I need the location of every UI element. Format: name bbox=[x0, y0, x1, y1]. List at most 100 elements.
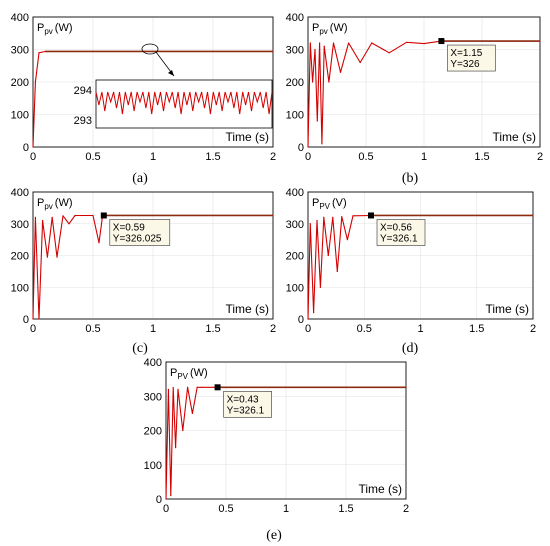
x-tick-label: 1.5 bbox=[338, 503, 353, 515]
y-axis-label: Ppv (W) bbox=[37, 22, 73, 36]
data-point bbox=[312, 81, 314, 83]
chart-panel-2: 0 0.5 1 1.5 2 0 100 200 300 400 Ppv (W) Time (s) X=1.… bbox=[286, 12, 543, 186]
y-tick-label: 200 bbox=[11, 251, 29, 263]
x-axis-label: Time (s) bbox=[485, 302, 529, 316]
x-tick-label: 0 bbox=[305, 151, 311, 163]
data-point bbox=[172, 387, 174, 389]
datatip-marker bbox=[368, 212, 374, 219]
panel-label: (d) bbox=[402, 341, 419, 356]
y-tick-label: 0 bbox=[156, 494, 162, 506]
data-point bbox=[307, 146, 309, 148]
x-tick-label: 1.5 bbox=[205, 323, 220, 335]
data-point bbox=[332, 42, 335, 44]
y-axis-label: PPV (V) bbox=[312, 197, 347, 211]
data-point bbox=[56, 256, 58, 258]
y-label-main: P bbox=[312, 197, 319, 209]
y-label-unit: (W) bbox=[330, 22, 348, 34]
zoom-arrowhead bbox=[168, 70, 174, 76]
chart-panel-5: 0 0.5 1 1.5 2 0 100 200 300 400 PPV (W) Time (s) X=0.… bbox=[144, 357, 409, 543]
x-axis-label: Time (s) bbox=[225, 302, 269, 316]
data-point bbox=[388, 52, 390, 54]
x-tick-label: 2 bbox=[403, 503, 409, 515]
y-tick-label: 400 bbox=[286, 12, 304, 24]
inset-trace bbox=[95, 91, 273, 115]
data-point bbox=[339, 71, 342, 73]
x-tick-label: 2 bbox=[270, 323, 276, 335]
data-point bbox=[314, 48, 316, 51]
datatip-x: X=0.56 bbox=[380, 222, 412, 233]
y-axis-label: PPV (W) bbox=[170, 367, 208, 381]
y-label-main: P bbox=[37, 22, 44, 34]
x-tick-label: 0 bbox=[30, 151, 36, 163]
data-point bbox=[196, 386, 198, 388]
y-tick-label: 400 bbox=[286, 187, 304, 199]
y-tick-label: 300 bbox=[144, 391, 162, 403]
data-point bbox=[316, 219, 318, 222]
data-point bbox=[319, 42, 321, 44]
y-label-unit: (V) bbox=[332, 197, 347, 209]
datatip-y: Y=326.1 bbox=[227, 405, 265, 416]
datatip-x: X=0.59 bbox=[113, 222, 145, 233]
y-label-sub: pv bbox=[44, 202, 52, 211]
x-tick-label: 0 bbox=[305, 323, 311, 335]
panel-label: (e) bbox=[266, 528, 282, 543]
datatip-box bbox=[223, 391, 272, 418]
data-point bbox=[175, 447, 177, 449]
chart-panel-1: 0 0.5 1 1.5 2 0 100 200 300 400 Ppv (W) Time (s) 294 2… bbox=[11, 12, 276, 186]
x-tick-label: 1 bbox=[283, 503, 289, 515]
data-point bbox=[98, 242, 100, 244]
data-point bbox=[352, 215, 354, 217]
y-label-main: P bbox=[37, 197, 44, 209]
data-point bbox=[34, 216, 37, 218]
x-tick-label: 0.5 bbox=[358, 151, 373, 163]
x-tick-label: 0 bbox=[163, 503, 169, 515]
y-tick-label: 200 bbox=[286, 77, 304, 89]
plot-border bbox=[307, 16, 541, 148]
data-point bbox=[323, 45, 325, 47]
data-point bbox=[191, 412, 193, 414]
data-point bbox=[327, 254, 329, 257]
y-tick-label: 300 bbox=[11, 45, 29, 57]
y-tick-label: 400 bbox=[144, 357, 162, 369]
data-point bbox=[346, 239, 348, 241]
data-point bbox=[44, 50, 46, 53]
datatip-marker bbox=[214, 384, 221, 391]
y-tick-label: 200 bbox=[11, 77, 29, 89]
y-label-unit: (W) bbox=[55, 197, 73, 209]
datatip-y: Y=326 bbox=[450, 59, 480, 70]
data-point bbox=[323, 216, 325, 218]
data-point bbox=[336, 270, 338, 272]
y-label-main: P bbox=[312, 22, 319, 34]
x-tick-label: 0 bbox=[30, 323, 36, 335]
y-label-unit: (W) bbox=[55, 22, 73, 34]
data-point bbox=[272, 50, 274, 53]
x-axis-label: Time (s) bbox=[225, 130, 269, 144]
data-point bbox=[62, 215, 64, 217]
data-point bbox=[177, 388, 179, 390]
y-axis-label: Ppv (W) bbox=[312, 22, 348, 36]
y-label-sub: PV bbox=[177, 372, 188, 381]
y-tick-label: 300 bbox=[286, 45, 304, 57]
y-tick-label: 100 bbox=[11, 282, 29, 294]
x-tick-label: 2 bbox=[537, 151, 543, 163]
plot-border bbox=[32, 191, 274, 320]
y-tick-label: 300 bbox=[286, 219, 304, 231]
datatip-x: X=1.15 bbox=[450, 48, 482, 59]
data-point bbox=[321, 143, 323, 145]
data-point bbox=[332, 216, 334, 218]
data-point bbox=[423, 43, 425, 45]
data-point bbox=[74, 214, 76, 217]
y-tick-label: 200 bbox=[286, 251, 304, 263]
data-point bbox=[532, 214, 534, 217]
datatip-y: Y=326.025 bbox=[113, 233, 162, 244]
zoom-ellipse bbox=[141, 43, 159, 55]
x-tick-label: 1.5 bbox=[469, 323, 484, 335]
data-point bbox=[309, 42, 311, 44]
data-point bbox=[51, 216, 53, 218]
panel-label: (c) bbox=[132, 341, 148, 356]
x-tick-label: 1 bbox=[150, 323, 156, 335]
y-tick-label: 300 bbox=[11, 219, 29, 231]
y-tick-label: 100 bbox=[286, 110, 304, 122]
y-tick-label: 0 bbox=[23, 142, 29, 154]
